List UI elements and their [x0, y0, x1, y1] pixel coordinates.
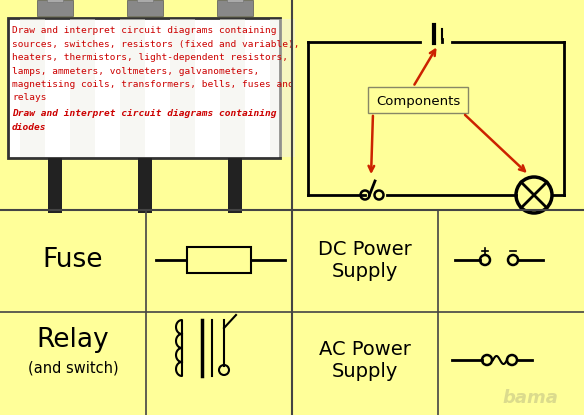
- Bar: [270, 19, 295, 157]
- Bar: [220, 19, 245, 157]
- Bar: [120, 19, 145, 157]
- Text: diodes: diodes: [12, 122, 47, 132]
- Text: magnetising coils, transformers, bells, fuses and: magnetising coils, transformers, bells, …: [12, 80, 294, 89]
- Text: Fuse: Fuse: [43, 247, 103, 273]
- Bar: [20, 19, 45, 157]
- Text: (and switch): (and switch): [27, 361, 119, 376]
- Text: heaters, thermistors, light-dependent resistors,: heaters, thermistors, light-dependent re…: [12, 53, 288, 62]
- Bar: [48, 158, 62, 213]
- Text: lamps, ammeters, voltmeters, galvanometers,: lamps, ammeters, voltmeters, galvanomete…: [12, 66, 259, 76]
- Bar: [8, 18, 280, 158]
- Text: sources, switches, resistors (fixed and variable),: sources, switches, resistors (fixed and …: [12, 39, 300, 49]
- Text: Components: Components: [376, 95, 460, 107]
- Bar: [368, 87, 468, 113]
- Text: bama: bama: [502, 389, 558, 407]
- Bar: [227, 0, 243, 2]
- Bar: [170, 19, 195, 157]
- Bar: [228, 158, 242, 213]
- Text: DC Power
Supply: DC Power Supply: [318, 239, 412, 281]
- Bar: [47, 0, 63, 2]
- Text: Relay: Relay: [37, 327, 109, 353]
- Text: Draw and interpret circuit diagrams containing: Draw and interpret circuit diagrams cont…: [12, 109, 276, 118]
- Bar: [137, 0, 153, 2]
- Bar: [37, 0, 73, 16]
- Bar: [138, 158, 152, 213]
- Bar: [187, 247, 251, 273]
- Text: Draw and interpret circuit diagrams containing: Draw and interpret circuit diagrams cont…: [12, 26, 276, 35]
- Text: relays: relays: [12, 93, 47, 103]
- Text: AC Power
Supply: AC Power Supply: [319, 339, 411, 381]
- Bar: [70, 19, 95, 157]
- Bar: [127, 0, 163, 16]
- Bar: [217, 0, 253, 16]
